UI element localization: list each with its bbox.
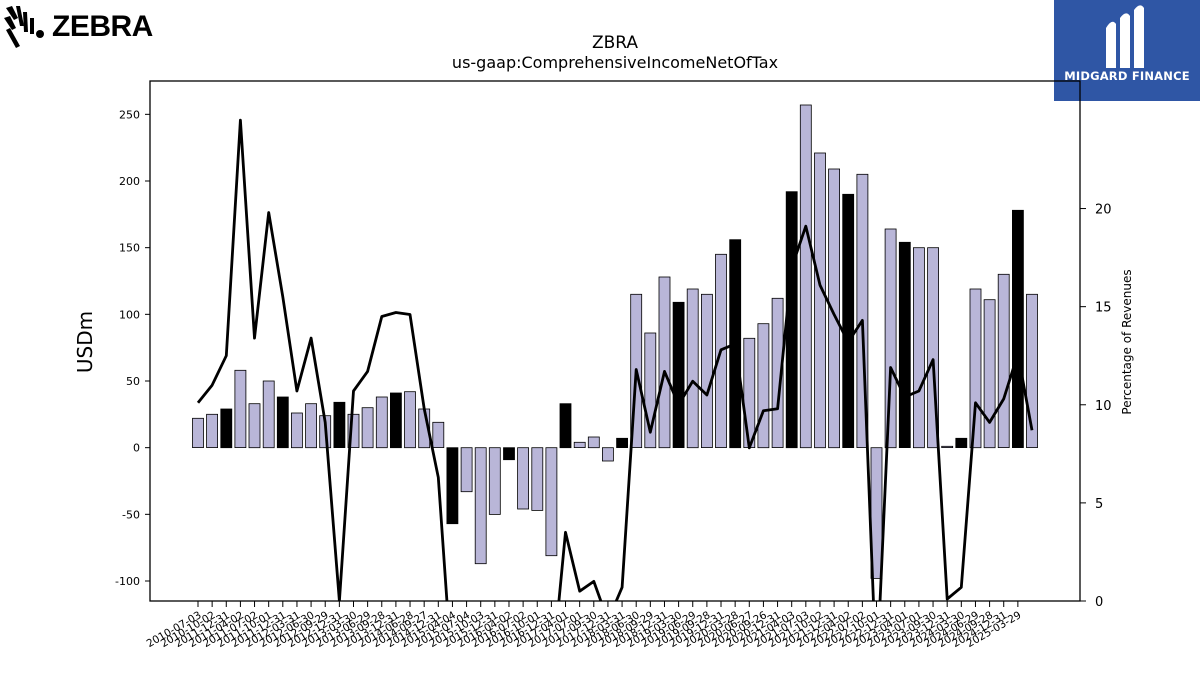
- bar: [474, 447, 487, 565]
- y2-tick-label: 5: [1095, 497, 1103, 512]
- bar: [389, 392, 402, 449]
- plot-area: -100-50050100150200250051015202010-07-03…: [115, 80, 1112, 650]
- bar: [743, 337, 756, 448]
- y-tick-label: -50: [122, 508, 140, 521]
- y-tick-label: 0: [133, 442, 140, 455]
- bar: [686, 288, 699, 449]
- bar: [658, 276, 671, 449]
- bar: [248, 403, 261, 449]
- bar: [488, 447, 501, 515]
- bar: [361, 407, 374, 449]
- bar: [290, 412, 303, 449]
- midgard-logo-icon: [1106, 5, 1144, 68]
- bar: [616, 437, 628, 448]
- bar: [517, 447, 529, 510]
- bar: [503, 447, 515, 461]
- bar: [1026, 293, 1038, 448]
- bar: [333, 401, 346, 448]
- bar: [460, 447, 473, 493]
- bar: [587, 436, 600, 449]
- bar: [262, 380, 275, 449]
- bar: [757, 323, 770, 449]
- bar: [997, 273, 1010, 448]
- bar: [206, 413, 219, 448]
- bar: [983, 299, 996, 449]
- bar: [573, 441, 586, 448]
- bar: [884, 228, 897, 449]
- bar: [771, 297, 784, 448]
- bar: [602, 447, 614, 462]
- bar: [842, 193, 855, 449]
- logo-wordmark: ZEBRA: [52, 10, 153, 43]
- y-tick-label: 50: [126, 375, 140, 388]
- bar: [898, 241, 911, 449]
- bar: [404, 391, 416, 449]
- bar: [644, 332, 657, 449]
- y-tick-label: 250: [119, 108, 140, 121]
- bar: [220, 408, 233, 449]
- bar: [432, 421, 445, 448]
- y-tick-label: 100: [119, 308, 140, 321]
- y-tick-label: 150: [119, 242, 140, 255]
- bar: [375, 396, 388, 449]
- bar: [559, 403, 572, 449]
- bar: [941, 445, 954, 448]
- zebra-logo: ZEBRA: [4, 4, 153, 50]
- bar: [828, 168, 840, 449]
- bar: [446, 447, 459, 525]
- bar: [192, 417, 204, 448]
- bar: [927, 247, 939, 449]
- y2-tick-label: 20: [1095, 203, 1112, 218]
- bar: [799, 104, 812, 449]
- bar: [347, 413, 360, 448]
- bar: [234, 369, 247, 448]
- y2-tick-label: 15: [1095, 301, 1112, 316]
- percentage-line: [196, 118, 1034, 601]
- bar: [545, 447, 558, 557]
- bar: [814, 152, 826, 449]
- bar: [305, 403, 318, 449]
- bar: [276, 396, 289, 449]
- y2-tick-label: 10: [1095, 399, 1112, 414]
- plot-frame: [149, 80, 1081, 602]
- y2-tick-label: 0: [1095, 595, 1103, 610]
- zebra-head-icon: [4, 6, 44, 48]
- bar: [913, 247, 925, 449]
- chart-title: ZBRA: [592, 33, 638, 53]
- badge-text: MIDGARD FINANCE: [1064, 69, 1190, 83]
- bar: [955, 437, 968, 448]
- bar: [701, 293, 713, 448]
- y2-axis-label: Percentage of Revenues: [1120, 269, 1134, 414]
- bar: [672, 301, 685, 448]
- bar: [1012, 209, 1024, 449]
- y-tick-label: -100: [115, 575, 140, 588]
- bar: [856, 173, 869, 448]
- bar: [969, 288, 982, 449]
- bar: [531, 447, 544, 511]
- midgard-finance-badge: MIDGARD FINANCE: [1054, 0, 1200, 101]
- y-tick-label: 200: [119, 175, 140, 188]
- chart-subtitle: us-gaap:ComprehensiveIncomeNetOfTax: [452, 53, 778, 72]
- y-axis-label: USDm: [73, 311, 97, 373]
